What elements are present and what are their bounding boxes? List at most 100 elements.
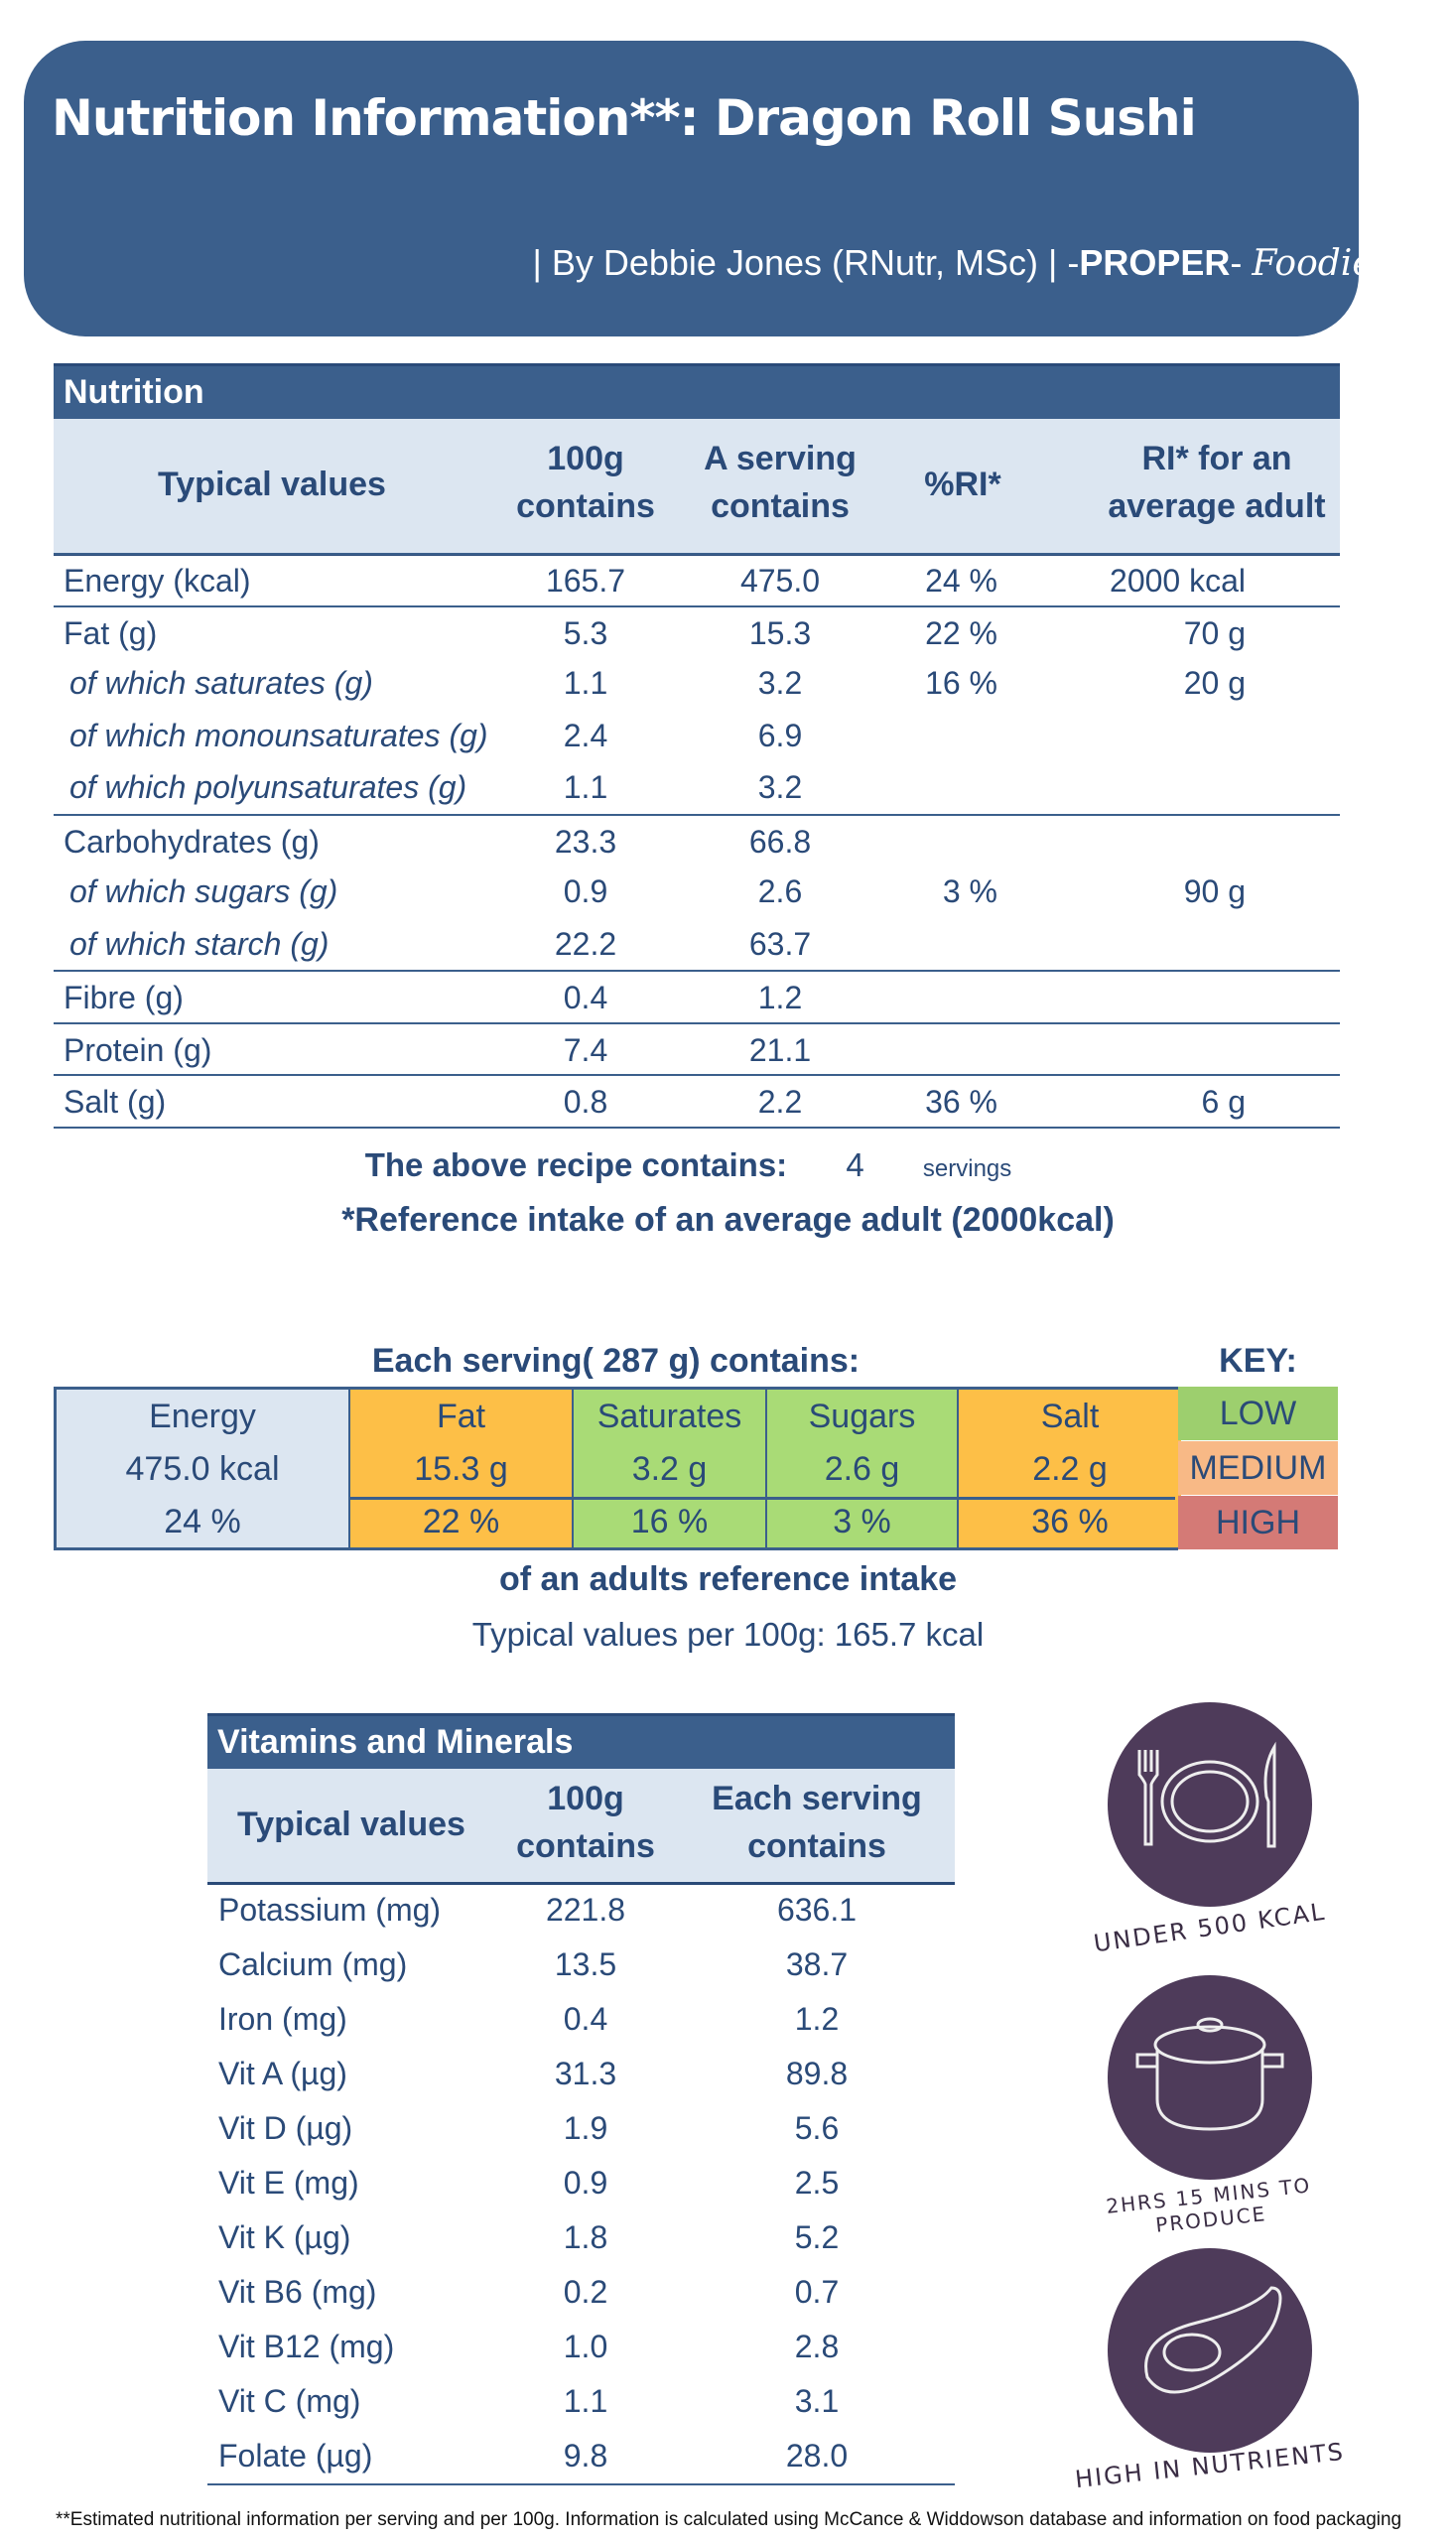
per-100g-value: 165.7: [545, 563, 626, 599]
ri-percent: 16 %: [925, 665, 997, 701]
per-100g-value: 31.3: [554, 2056, 617, 2091]
traffic-title: Each serving( 287 g) contains:: [371, 1342, 860, 1380]
brand-proper: PROPER: [1079, 242, 1231, 283]
traffic-cell-fat: Fat 15.3 g 22 %: [348, 1390, 572, 1547]
servings-label: The above recipe contains:: [364, 1146, 788, 1183]
row-label: Vit B12 (mg): [218, 2329, 395, 2364]
row-label: Potassium (mg): [218, 1892, 442, 1928]
vit-header-100g: 100g contains: [516, 1780, 655, 1865]
vit-header-typical: Typical values: [237, 1805, 465, 1843]
per-serving-value: 475.0: [739, 563, 821, 599]
header-banner: [24, 41, 1359, 336]
key-high: HIGH: [1178, 1496, 1338, 1549]
vitamins-table-body: Potassium (mg) 221.8 636.1 Calcium (mg) 13.5…: [207, 1882, 955, 2485]
per-serving-value: 1.2: [757, 980, 803, 1015]
ri-adult: 70 g: [1183, 614, 1246, 651]
servings-line: The above recipe contains: 4 servings: [0, 1146, 1456, 1184]
per-serving-value: 5.2: [794, 2219, 840, 2255]
per-serving-value: 1.2: [794, 2001, 840, 2037]
avocado-icon: [1108, 2248, 1312, 2453]
table-row: of which starch (g) 22.2 63.7: [54, 918, 1340, 970]
page-title: Nutrition Information**: Dragon Roll Sus…: [52, 89, 1197, 147]
traffic-value: 3.2 g: [631, 1450, 708, 1488]
row-label: Folate (µg): [218, 2438, 373, 2474]
vitamins-section-title: Vitamins and Minerals: [207, 1713, 955, 1769]
traffic-pct: 16 %: [630, 1503, 709, 1540]
table-row: Fibre (g) 0.4 1.2: [54, 970, 1340, 1023]
traffic-cell-saturates: Saturates 3.2 g 16 %: [572, 1390, 765, 1547]
per-serving-value: 2.8: [794, 2329, 840, 2364]
header-typical-values: Typical values: [158, 466, 386, 503]
ri-adult: 6 g: [1201, 1084, 1246, 1120]
table-row: Vit B6 (mg) 0.2 0.7: [207, 2264, 955, 2319]
header-serving: A serving contains: [704, 440, 857, 525]
key-medium: MEDIUM: [1178, 1441, 1338, 1495]
table-row: Vit E (mg) 0.9 2.5: [207, 2155, 955, 2209]
energy-pct: 24 %: [164, 1503, 241, 1540]
per-serving-value: 66.8: [748, 823, 812, 860]
table-row: Vit K (µg) 1.8 5.2: [207, 2209, 955, 2264]
table-row: Iron (mg) 0.4 1.2: [207, 1991, 955, 2046]
ri-percent: 3 %: [942, 873, 997, 909]
row-label: Fat (g): [64, 614, 158, 651]
table-row: Calcium (mg) 13.5 38.7: [207, 1937, 955, 1991]
per-100g-value: 221.8: [545, 1892, 626, 1928]
vitamins-header-row: Typical values 100g contains Each serving…: [207, 1769, 955, 1885]
row-label: Vit K (µg): [218, 2219, 351, 2255]
per-serving-value: 15.3: [748, 614, 812, 651]
traffic-label: Salt: [1040, 1398, 1100, 1435]
table-row: Vit A (µg) 31.3 89.8: [207, 2046, 955, 2100]
servings-value: 4: [846, 1146, 864, 1183]
per-serving-value: 2.2: [757, 1084, 803, 1120]
row-label: Calcium (mg): [218, 1946, 408, 1982]
per-100g-value: 2.4: [563, 717, 608, 753]
table-row: Vit D (µg) 1.9 5.6: [207, 2100, 955, 2155]
row-label: Protein (g): [64, 1031, 212, 1068]
per-serving-value: 21.1: [748, 1031, 812, 1068]
per-serving-value: 0.7: [794, 2274, 840, 2310]
per-100g-energy: Typical values per 100g: 165.7 kcal: [471, 1616, 985, 1653]
energy-label: Energy: [149, 1398, 256, 1435]
per-100g-value: 0.4: [563, 2001, 608, 2037]
row-label: Carbohydrates (g): [64, 823, 320, 860]
table-row: Fat (g) 5.3 15.3 22 % 70 g: [54, 604, 1340, 659]
traffic-pct: 3 %: [833, 1503, 891, 1540]
table-row: Salt (g) 0.8 2.2 36 % 6 g: [54, 1074, 1340, 1128]
ri-percent: 24 %: [925, 563, 997, 599]
table-row: Energy (kcal) 165.7 475.0 24 % 2000 kcal: [54, 553, 1340, 606]
per-serving-value: 2.6: [757, 873, 803, 909]
per-100g-value: 7.4: [563, 1031, 608, 1068]
traffic-cell-salt: Salt 2.2 g 36 %: [957, 1390, 1181, 1547]
table-row: of which monounsaturates (g) 2.4 6.9: [54, 710, 1340, 761]
traffic-label: Saturates: [596, 1398, 742, 1435]
per-100g-value: 1.1: [563, 2383, 608, 2419]
per-100g-value: 9.8: [563, 2438, 608, 2474]
table-row: Carbohydrates (g) 23.3 66.8: [54, 813, 1340, 868]
nutrition-table-body: Energy (kcal) 165.7 475.0 24 % 2000 kcal Fat …: [54, 553, 1340, 1129]
ri-adult: 90 g: [1183, 873, 1246, 909]
byline-end: |: [1373, 242, 1392, 283]
per-serving-value: 38.7: [785, 1946, 849, 1982]
per-serving-value: 3.2: [757, 665, 803, 701]
per-serving-value: 5.6: [794, 2110, 840, 2146]
table-row: Folate (µg) 9.8 28.0: [207, 2428, 955, 2482]
row-label: Energy (kcal): [64, 563, 251, 599]
row-label: Vit A (µg): [218, 2056, 347, 2091]
row-label: of which starch (g): [69, 925, 330, 962]
key-low: LOW: [1178, 1387, 1338, 1440]
row-label: Vit D (µg): [218, 2110, 353, 2146]
cooking-pot-icon: [1108, 1975, 1312, 2180]
energy-value: 475.0 kcal: [125, 1450, 280, 1488]
per-serving-value: 3.2: [757, 769, 803, 805]
row-label: of which monounsaturates (g): [69, 717, 488, 753]
plate-cutlery-icon: [1108, 1702, 1312, 1907]
key-title: KEY:: [1219, 1342, 1297, 1380]
servings-unit: servings: [922, 1155, 1012, 1182]
per-100g-value: 22.2: [554, 925, 617, 962]
traffic-light-table: Energy 475.0 kcal 24 % Fat 15.3 g 22 % Satu…: [54, 1387, 1181, 1550]
row-label: of which sugars (g): [69, 873, 338, 909]
per-serving-value: 89.8: [785, 2056, 849, 2091]
table-row: of which sugars (g) 0.9 2.6 3 % 90 g: [54, 866, 1340, 917]
row-label: Vit E (mg): [218, 2165, 359, 2201]
